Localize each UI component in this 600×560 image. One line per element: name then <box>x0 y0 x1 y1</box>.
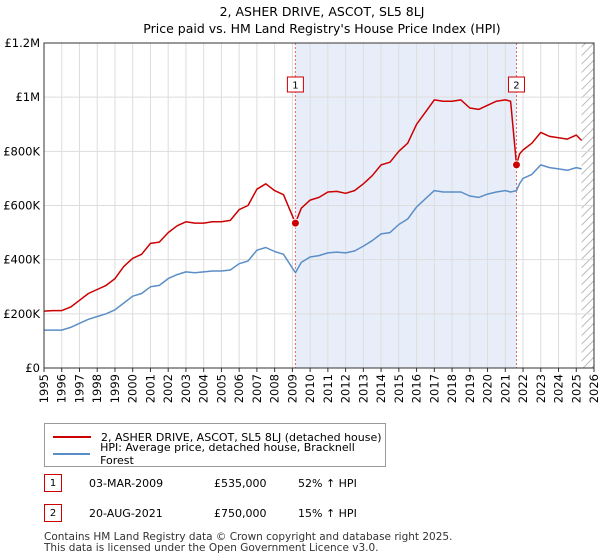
x-tick-label: 2023 <box>534 374 548 403</box>
price-chart: 2, ASHER DRIVE, ASCOT, SL5 8LJ Price pai… <box>3 4 600 403</box>
legend-label-property: 2, ASHER DRIVE, ASCOT, SL5 8LJ (detached… <box>101 430 382 444</box>
footer: Contains HM Land Registry data © Crown c… <box>44 532 452 554</box>
x-tick-label: 2022 <box>516 374 530 403</box>
transaction-label: 1 <box>292 81 298 92</box>
plot-frame <box>43 42 595 369</box>
x-tick-label: 1996 <box>55 374 69 403</box>
transaction-label: 2 <box>513 81 519 92</box>
x-tick-label: 2018 <box>445 374 459 403</box>
legend-item-property: 2, ASHER DRIVE, ASCOT, SL5 8LJ (detached… <box>53 429 382 445</box>
transaction-label-box <box>286 76 304 93</box>
transaction-hpi: 52% ↑ HPI <box>298 477 357 490</box>
legend-swatch-hpi <box>53 453 91 455</box>
transaction-hpi: 15% ↑ HPI <box>298 507 357 520</box>
x-tick-label: 2004 <box>197 374 211 403</box>
x-tick-label: 2003 <box>179 374 193 403</box>
y-tick-label: £400K <box>3 253 40 267</box>
x-tick-label: 2020 <box>481 374 495 403</box>
legend-item-hpi: HPI: Average price, detached house, Brac… <box>53 441 385 467</box>
x-tick-label: 2001 <box>143 374 157 403</box>
x-tick-label: 2010 <box>303 374 317 403</box>
transaction-price: £750,000 <box>214 507 267 520</box>
transaction-point <box>511 160 521 170</box>
series-line-property <box>43 99 583 312</box>
x-tick-label: 2005 <box>214 374 228 403</box>
x-tick-label: 2006 <box>232 374 246 403</box>
x-tick-label: 2019 <box>463 374 477 403</box>
y-tick-label: £200K <box>3 307 40 321</box>
x-tick-label: 2000 <box>126 374 140 403</box>
y-tick-label: £800K <box>3 144 40 158</box>
x-tick-label: 1998 <box>90 374 104 403</box>
x-tick-label: 2012 <box>339 374 353 403</box>
legend-swatch-property <box>53 436 91 438</box>
chart-subtitle: Price paid vs. HM Land Registry's House … <box>143 21 500 36</box>
footer-copyright: Contains HM Land Registry data © Crown c… <box>44 531 453 543</box>
transaction-point <box>290 218 300 228</box>
y-tick-label: £0 <box>25 361 40 375</box>
transaction-date: 03-MAR-2009 <box>89 477 164 490</box>
transaction-marker: 2 <box>44 504 62 522</box>
x-tick-label: 1995 <box>37 374 51 403</box>
x-tick-label: 1997 <box>72 374 86 403</box>
x-tick-label: 2026 <box>587 374 600 403</box>
x-tick-label: 2021 <box>498 374 512 403</box>
footer-licence: This data is licensed under the Open Gov… <box>44 542 379 554</box>
x-tick-label: 2008 <box>268 374 282 403</box>
y-tick-label: £1M <box>15 90 40 104</box>
x-tick-label: 2017 <box>427 374 441 403</box>
series-line-hpi <box>44 164 582 331</box>
legend: 2, ASHER DRIVE, ASCOT, SL5 8LJ (detached… <box>44 423 386 467</box>
x-tick-label: 2009 <box>285 374 299 403</box>
chart-title: 2, ASHER DRIVE, ASCOT, SL5 8LJ <box>220 4 425 19</box>
x-tick-label: 2024 <box>552 374 566 403</box>
x-tick-label: 2025 <box>569 374 583 403</box>
x-tick-label: 2015 <box>392 374 406 403</box>
y-tick-label: £600K <box>3 199 40 213</box>
transaction-marker: 1 <box>44 474 62 492</box>
x-tick-label: 2016 <box>410 374 424 403</box>
transaction-label-box <box>507 76 525 93</box>
transaction-date: 20-AUG-2021 <box>89 507 163 520</box>
y-tick-label: £1.2M <box>4 36 40 50</box>
x-tick-label: 1999 <box>108 374 122 403</box>
transaction-price: £535,000 <box>214 477 267 490</box>
x-tick-label: 2007 <box>250 374 264 403</box>
x-tick-label: 2013 <box>356 374 370 403</box>
x-tick-label: 2011 <box>321 374 335 403</box>
legend-label-hpi: HPI: Average price, detached house, Brac… <box>100 441 355 467</box>
x-tick-label: 2014 <box>374 374 388 403</box>
x-tick-label: 2002 <box>161 374 175 403</box>
